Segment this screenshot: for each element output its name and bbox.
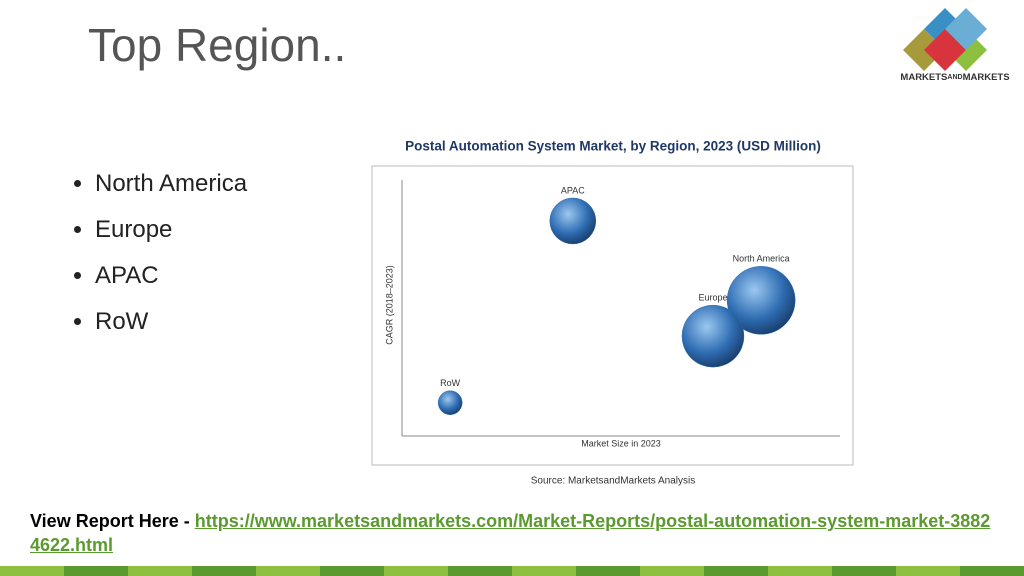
bubble-label: Europe bbox=[698, 293, 727, 303]
x-axis-label: Market Size in 2023 bbox=[581, 438, 661, 448]
bubble-label: RoW bbox=[440, 378, 461, 388]
bullet: Europe bbox=[95, 216, 247, 262]
chart-title: Postal Automation System Market, by Regi… bbox=[405, 139, 821, 154]
logo-text: MARKETSANDMARKETS bbox=[900, 72, 1009, 83]
source: Source: MarketsandMarkets Analysis bbox=[531, 476, 696, 487]
bubbles: APAC North America Europe RoW bbox=[437, 185, 796, 415]
bubble-label: APAC bbox=[561, 185, 585, 195]
slide-title: Top Region.. bbox=[88, 19, 347, 71]
bubble bbox=[549, 197, 597, 245]
bullet: RoW bbox=[95, 308, 247, 354]
y-axis-label: CAGR (2018–2023) bbox=[384, 265, 394, 345]
bullet: North America bbox=[95, 170, 247, 216]
bubble bbox=[681, 304, 745, 368]
bubble bbox=[437, 390, 463, 415]
bubble bbox=[726, 266, 796, 335]
footer: View Report Here - https://www.marketsan… bbox=[30, 509, 1000, 557]
bubble-label: North America bbox=[733, 254, 790, 264]
bullet: APAC bbox=[95, 262, 247, 308]
logo: MARKETSANDMARKETS bbox=[900, 8, 1010, 83]
bottom-stripe bbox=[0, 566, 1024, 576]
bullet-list: North AmericaEuropeAPACRoW bbox=[38, 170, 247, 354]
report-link[interactable]: https://www.marketsandmarkets.com/Market… bbox=[30, 511, 991, 555]
footer-lead: View Report Here - bbox=[30, 511, 195, 531]
